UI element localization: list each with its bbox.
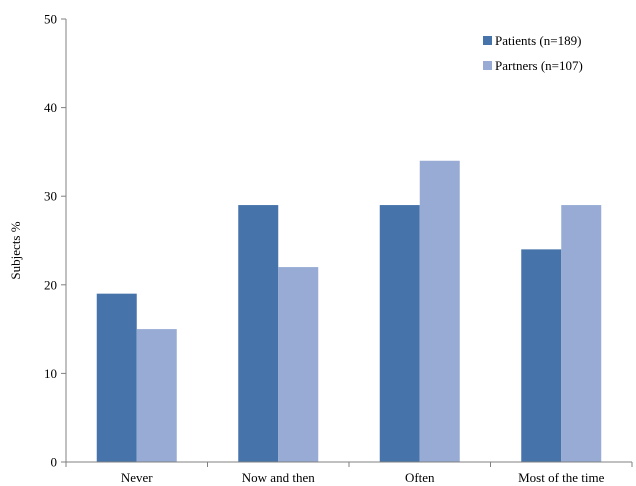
bar-patients xyxy=(379,205,420,462)
bar-patients xyxy=(238,205,279,462)
legend-swatch xyxy=(483,61,492,70)
x-tick-label: Most of the time xyxy=(518,470,605,485)
y-tick-label: 0 xyxy=(51,455,58,470)
legend: Patients (n=189) Partners (n=107) xyxy=(483,33,583,73)
y-tick-label: 50 xyxy=(44,12,57,27)
bar-partners xyxy=(561,205,602,462)
legend-swatch xyxy=(483,36,492,45)
bar-patients xyxy=(521,249,562,462)
y-tick-label: 40 xyxy=(44,100,57,115)
bar-partners xyxy=(278,267,319,462)
x-ticks: Never Now and then Often Most of the time xyxy=(65,462,633,485)
x-tick-label: Now and then xyxy=(242,470,315,485)
x-tick-label: Often xyxy=(405,470,435,485)
y-axis-title: Subjects % xyxy=(8,221,23,279)
bar-partners xyxy=(136,329,177,462)
y-tick-label: 20 xyxy=(44,277,57,292)
y-tick-label: 10 xyxy=(44,366,57,381)
bar-partners xyxy=(419,160,460,462)
legend-label: Partners (n=107) xyxy=(495,58,583,73)
bars-layer xyxy=(96,160,602,462)
x-tick-label: Never xyxy=(121,470,153,485)
legend-label: Patients (n=189) xyxy=(495,33,581,48)
y-ticks: 0 10 20 30 40 50 xyxy=(44,12,66,470)
bar-patients xyxy=(96,293,137,462)
y-tick-label: 30 xyxy=(44,189,57,204)
